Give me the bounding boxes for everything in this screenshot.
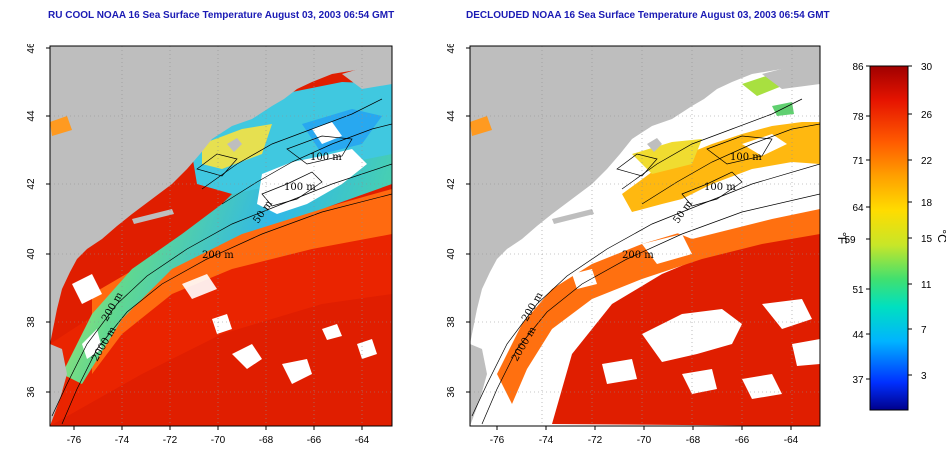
x-tick: -66 (307, 435, 322, 446)
x-tick: -70 (637, 435, 652, 446)
contour-label-100m-a: 100 m (310, 152, 342, 163)
contour-label-200m: 200 m (622, 250, 654, 261)
celsius-unit: °C (935, 229, 946, 243)
x-tick: -72 (163, 435, 178, 446)
y-tick: 38 (446, 316, 457, 328)
c-tick: 15 (921, 234, 933, 245)
x-tick: -70 (211, 435, 226, 446)
f-tick: 71 (852, 156, 864, 167)
c-tick: 26 (921, 110, 933, 121)
x-tick: -76 (490, 435, 505, 446)
y-tick: 44 (446, 110, 457, 122)
c-tick: 3 (921, 371, 927, 382)
c-tick: 18 (921, 198, 933, 209)
y-tick: 46 (446, 44, 457, 54)
sst-map-raw: 100 m 100 m 50 m 200 m 200 m 2000 m -76 … (26, 44, 393, 446)
x-tick: -68 (259, 435, 274, 446)
contour-label-200m: 200 m (202, 250, 234, 261)
y-tick: 44 (26, 110, 37, 122)
y-tick: 36 (446, 386, 457, 398)
y-tick: 42 (446, 178, 457, 190)
sst-map-declouded: 100 m 100 m 50 m 200 m 200 m 2000 m -76 … (446, 44, 821, 446)
x-tick: -74 (539, 435, 554, 446)
panel-right-title: DECLOUDED NOAA 16 Sea Surface Temperatur… (466, 10, 830, 21)
f-tick: 64 (852, 203, 864, 214)
f-tick: 44 (852, 330, 864, 341)
x-tick: -68 (686, 435, 701, 446)
y-tick: 42 (26, 178, 37, 190)
f-tick: 59 (844, 235, 856, 246)
fahrenheit-unit: °F (835, 232, 849, 244)
f-tick: 86 (852, 62, 864, 73)
x-tick: -64 (784, 435, 799, 446)
c-tick: 7 (921, 325, 927, 336)
x-tick: -76 (67, 435, 82, 446)
contour-label-100m-b: 100 m (704, 182, 736, 193)
x-tick: -72 (588, 435, 603, 446)
x-tick: -74 (115, 435, 130, 446)
y-tick: 38 (26, 316, 37, 328)
contour-label-100m-a: 100 m (730, 152, 762, 163)
contour-label-100m-b: 100 m (284, 182, 316, 193)
x-tick: -64 (355, 435, 370, 446)
temperature-colorbar: 86 78 71 64 59 51 44 37 30 26 22 18 15 1… (835, 62, 946, 411)
y-tick: 40 (446, 248, 457, 260)
f-tick: 37 (852, 375, 864, 386)
c-tick: 22 (921, 156, 933, 167)
f-tick: 78 (852, 112, 864, 123)
c-tick: 30 (921, 62, 933, 73)
colorbar-gradient (869, 65, 909, 411)
y-tick: 40 (26, 248, 37, 260)
x-tick: -66 (735, 435, 750, 446)
y-tick: 36 (26, 386, 37, 398)
f-tick: 51 (852, 285, 864, 296)
panel-left-title: RU COOL NOAA 16 Sea Surface Temperature … (48, 10, 395, 21)
c-tick: 11 (921, 280, 932, 291)
y-tick: 46 (26, 44, 37, 54)
